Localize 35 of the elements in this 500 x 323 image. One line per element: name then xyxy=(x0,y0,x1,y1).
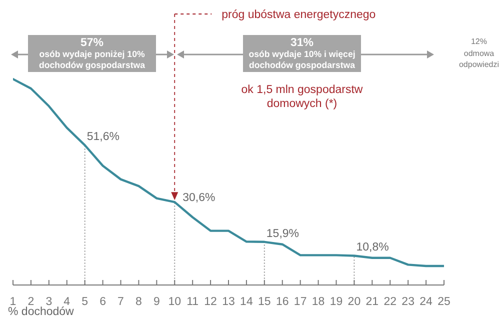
x-tick-label: 23 xyxy=(402,296,414,308)
x-axis-title: % dochodów xyxy=(8,306,74,318)
x-tick-label: 2 xyxy=(28,296,34,308)
x-tick-label: 1 xyxy=(10,296,16,308)
x-tick-label: 11 xyxy=(186,296,199,308)
annotation: 31% osób wydaje 10% i więcej dochodów gospodarstwa xyxy=(243,37,361,71)
x-tick-label: 19 xyxy=(330,296,343,308)
data-label: 10,8% xyxy=(356,242,389,254)
x-tick-label: 18 xyxy=(312,296,325,308)
x-tick-label: 4 xyxy=(64,296,71,308)
data-label: 15,9% xyxy=(266,228,300,240)
annotation: ok 1,5 mln gospodarstw domowych (*) xyxy=(240,83,364,111)
x-tick-label: 20 xyxy=(348,296,361,308)
x-tick-label: 13 xyxy=(222,296,235,308)
x-tick-label: 12 xyxy=(204,296,217,308)
x-tick-label: 17 xyxy=(294,296,307,308)
text: 12% odmowa odpowiedzi xyxy=(458,36,500,70)
x-tick-label: 5 xyxy=(82,296,88,308)
annotation: 57% osób wydaje poniżej 10% dochodów gospodarstwa xyxy=(28,37,156,71)
ref-line-label: próg ubóstwa energetycznego xyxy=(222,9,376,21)
x-tick-label: 9 xyxy=(153,296,160,308)
x-tick-label: 10 xyxy=(168,296,182,308)
data-label: 51,6% xyxy=(86,131,120,144)
x-tick-label: 3 xyxy=(46,296,52,308)
x-tick-label: 25 xyxy=(438,296,450,308)
x-tick-label: 6 xyxy=(100,296,106,308)
x-tick-label: 22 xyxy=(384,296,397,308)
x-tick-label: 24 xyxy=(420,296,434,308)
x-tick-label: 14 xyxy=(240,296,254,308)
x-tick-label: 7 xyxy=(118,296,124,308)
x-tick-label: 16 xyxy=(276,296,289,308)
x-tick-label: 8 xyxy=(136,296,142,308)
x-tick-label: 15 xyxy=(258,296,271,308)
x-tick-label: 21 xyxy=(366,296,379,308)
data-label: 30,6% xyxy=(182,192,216,204)
